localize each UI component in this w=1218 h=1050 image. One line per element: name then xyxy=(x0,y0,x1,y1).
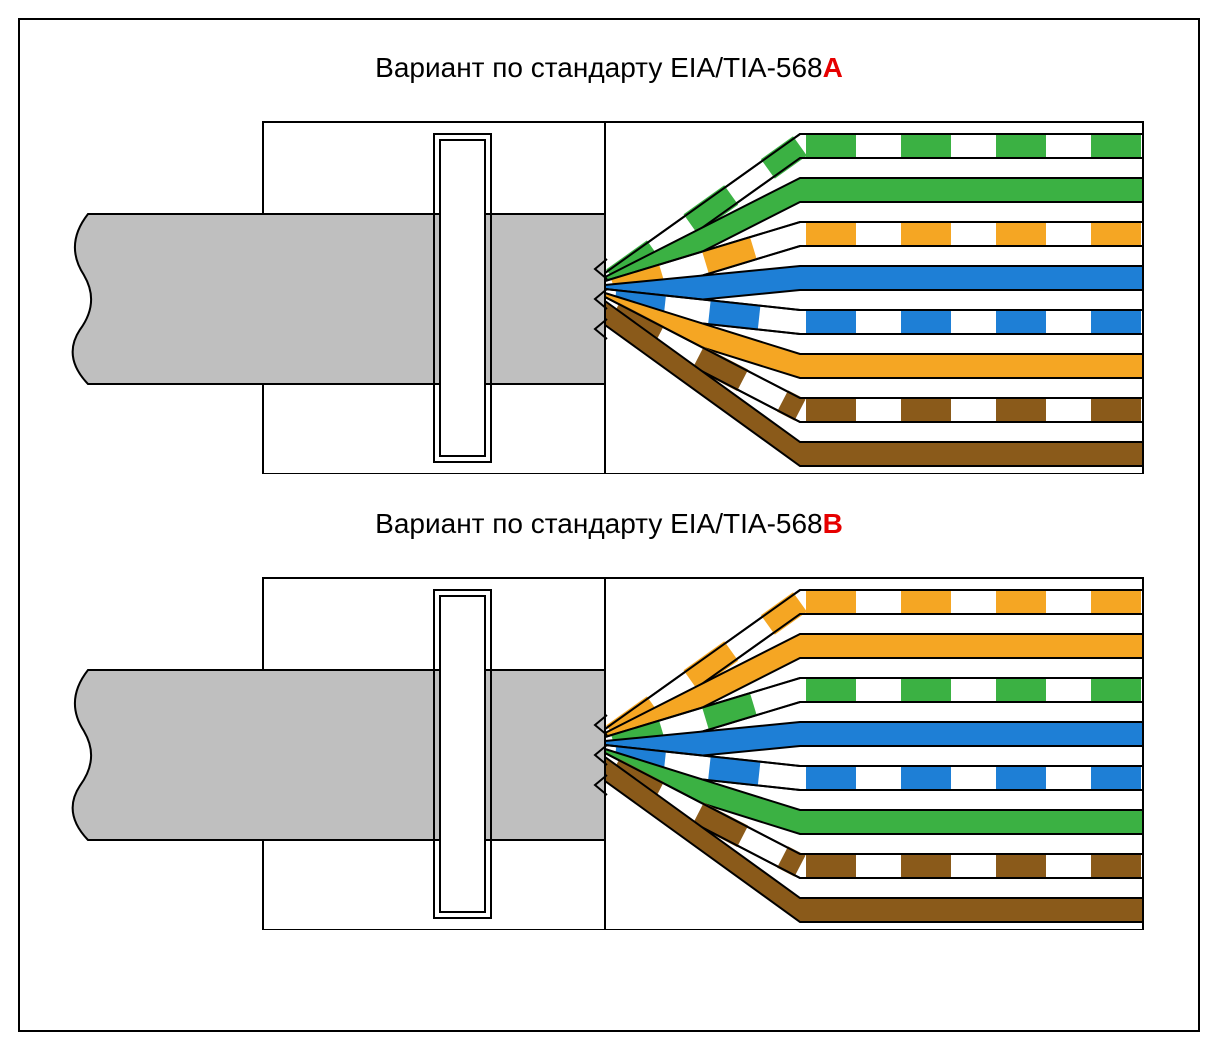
diagram-568a xyxy=(0,74,1218,474)
page: Вариант по стандарту EIA/TIA-568A Вариан… xyxy=(0,0,1218,1050)
diagram-568b xyxy=(0,530,1218,930)
